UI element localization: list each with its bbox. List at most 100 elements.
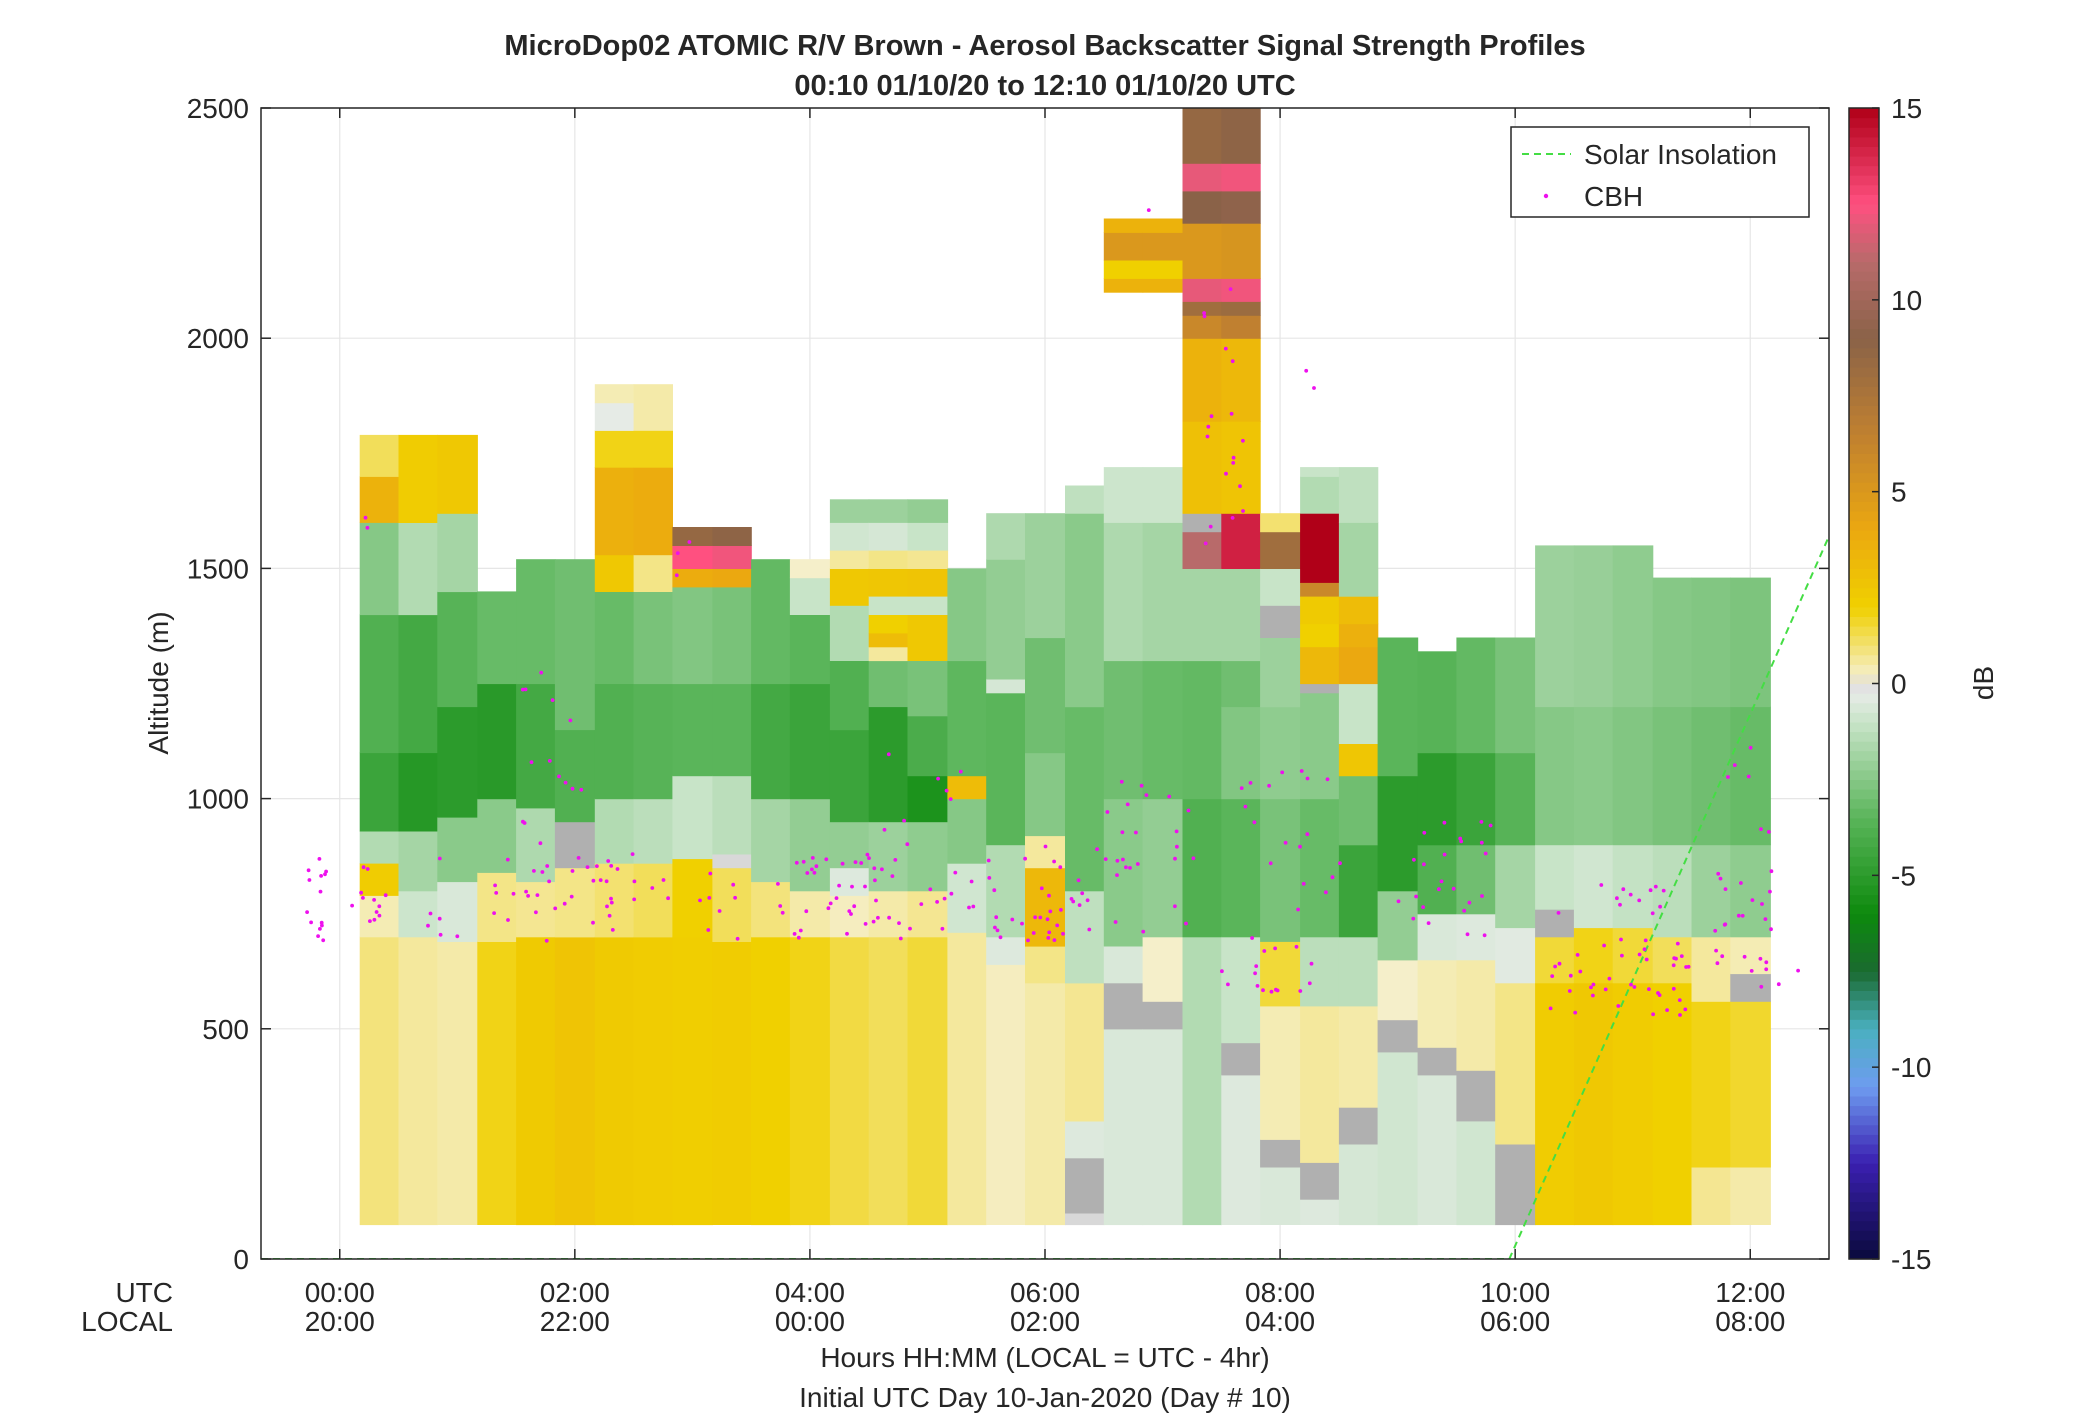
heatmap-cell xyxy=(789,559,831,579)
cbh-point xyxy=(1716,871,1721,876)
cbh-point xyxy=(319,920,324,925)
heatmap-cell xyxy=(829,568,870,606)
cbh-point xyxy=(306,868,311,873)
heatmap-cell xyxy=(1338,623,1379,648)
colorbar-segment xyxy=(1849,923,1879,934)
cbh-point xyxy=(305,910,309,914)
cbh-point xyxy=(1071,899,1076,904)
cbh-point xyxy=(1442,820,1447,825)
x-tick-label-local: 00:00 xyxy=(775,1306,845,1337)
heatmap-cell xyxy=(1691,706,1731,846)
cbh-point xyxy=(1209,414,1214,419)
colorbar-segment xyxy=(1849,587,1879,598)
cbh-point xyxy=(1650,911,1655,916)
heatmap-cell xyxy=(1142,259,1184,279)
cbh-point xyxy=(1479,840,1484,845)
colorbar-segment xyxy=(1849,1153,1879,1164)
cbh-point xyxy=(1043,844,1048,849)
heatmap-cell xyxy=(1182,190,1222,224)
colorbar-segment xyxy=(1849,242,1879,253)
heatmap-cell xyxy=(907,596,949,615)
cbh-point xyxy=(1759,984,1764,989)
colorbar-segment xyxy=(1849,424,1879,435)
heatmap-cell xyxy=(1260,1139,1301,1168)
cbh-point xyxy=(383,893,388,898)
cbh-point xyxy=(867,856,871,860)
cbh-point xyxy=(1632,985,1637,989)
heatmap-cell xyxy=(1730,1166,1771,1225)
cbh-point xyxy=(1679,954,1684,958)
heatmap-cell xyxy=(1142,660,1184,800)
heatmap-cell xyxy=(907,522,949,551)
heatmap-cell xyxy=(1260,531,1301,569)
heatmap-cell xyxy=(907,660,949,717)
cbh-point xyxy=(1628,892,1633,897)
cbh-point xyxy=(967,905,971,910)
cbh-point xyxy=(666,896,670,901)
cbh-point xyxy=(810,867,814,872)
cbh-point xyxy=(540,870,545,874)
cbh-point xyxy=(837,883,841,888)
colorbar-segment xyxy=(1849,654,1879,665)
cbh-point xyxy=(534,910,538,915)
x-tick-label-utc: 08:00 xyxy=(1245,1277,1315,1308)
heatmap-cell xyxy=(1300,646,1340,685)
heatmap-cell xyxy=(672,545,713,569)
cbh-point xyxy=(814,864,819,869)
cbh-point xyxy=(733,895,737,900)
heatmap-cell xyxy=(947,568,987,662)
cbh-point xyxy=(1268,861,1273,866)
cbh-point xyxy=(1298,989,1303,993)
cbh-point xyxy=(1548,1006,1553,1011)
x-row-label-utc: UTC xyxy=(115,1277,173,1308)
heatmap-cell xyxy=(1573,982,1614,1226)
cbh-point xyxy=(1739,881,1743,885)
heatmap-cell xyxy=(516,807,556,883)
colorbar-segment xyxy=(1849,894,1879,905)
heatmap-cell xyxy=(986,844,1026,938)
cbh-point xyxy=(1796,968,1800,973)
colorbar-segment xyxy=(1849,328,1879,339)
colorbar-segment xyxy=(1849,741,1879,752)
cbh-point xyxy=(576,856,581,860)
cbh-point xyxy=(1619,937,1623,942)
heatmap-cell xyxy=(633,467,673,556)
cbh-point xyxy=(1167,794,1172,799)
heatmap-cell xyxy=(1182,936,1222,1226)
cbh-point xyxy=(1621,887,1626,892)
heatmap-cell xyxy=(789,683,831,800)
cbh-point xyxy=(553,906,558,911)
heatmap-cell xyxy=(1338,936,1379,1007)
heatmap-cell xyxy=(907,715,949,777)
cbh-point xyxy=(1465,932,1470,937)
cbh-point xyxy=(1683,1007,1688,1012)
colorbar-segment xyxy=(1849,117,1879,128)
y-tick-label: 0 xyxy=(233,1244,249,1275)
cbh-point xyxy=(1451,886,1456,891)
heatmap-cell xyxy=(1142,936,1184,1002)
heatmap-cell xyxy=(437,513,478,593)
cbh-point xyxy=(1467,900,1472,905)
colorbar-segment xyxy=(1849,1019,1879,1030)
cbh-point xyxy=(1657,993,1662,997)
cbh-point xyxy=(1241,438,1245,443)
cbh-point xyxy=(428,911,433,916)
cbh-point xyxy=(520,687,525,692)
colorbar-tick-label: -5 xyxy=(1891,860,1916,891)
cbh-point xyxy=(1058,865,1063,870)
cbh-point xyxy=(1253,971,1257,976)
heatmap-cell xyxy=(516,936,556,1226)
heatmap-cell xyxy=(1377,637,1419,777)
cbh-point xyxy=(1615,896,1619,901)
colorbar-segment xyxy=(1849,357,1879,368)
heatmap-cell xyxy=(751,881,791,938)
cbh-point xyxy=(1488,823,1493,828)
legend-solar-label: Solar Insolation xyxy=(1584,139,1777,170)
cbh-point xyxy=(492,911,496,915)
cbh-point xyxy=(1637,898,1642,903)
cbh-point xyxy=(632,879,637,884)
heatmap-cell xyxy=(672,775,713,860)
heatmap-cell xyxy=(359,434,400,477)
heatmap-cell xyxy=(868,614,909,634)
colorbar-segment xyxy=(1849,1057,1879,1068)
